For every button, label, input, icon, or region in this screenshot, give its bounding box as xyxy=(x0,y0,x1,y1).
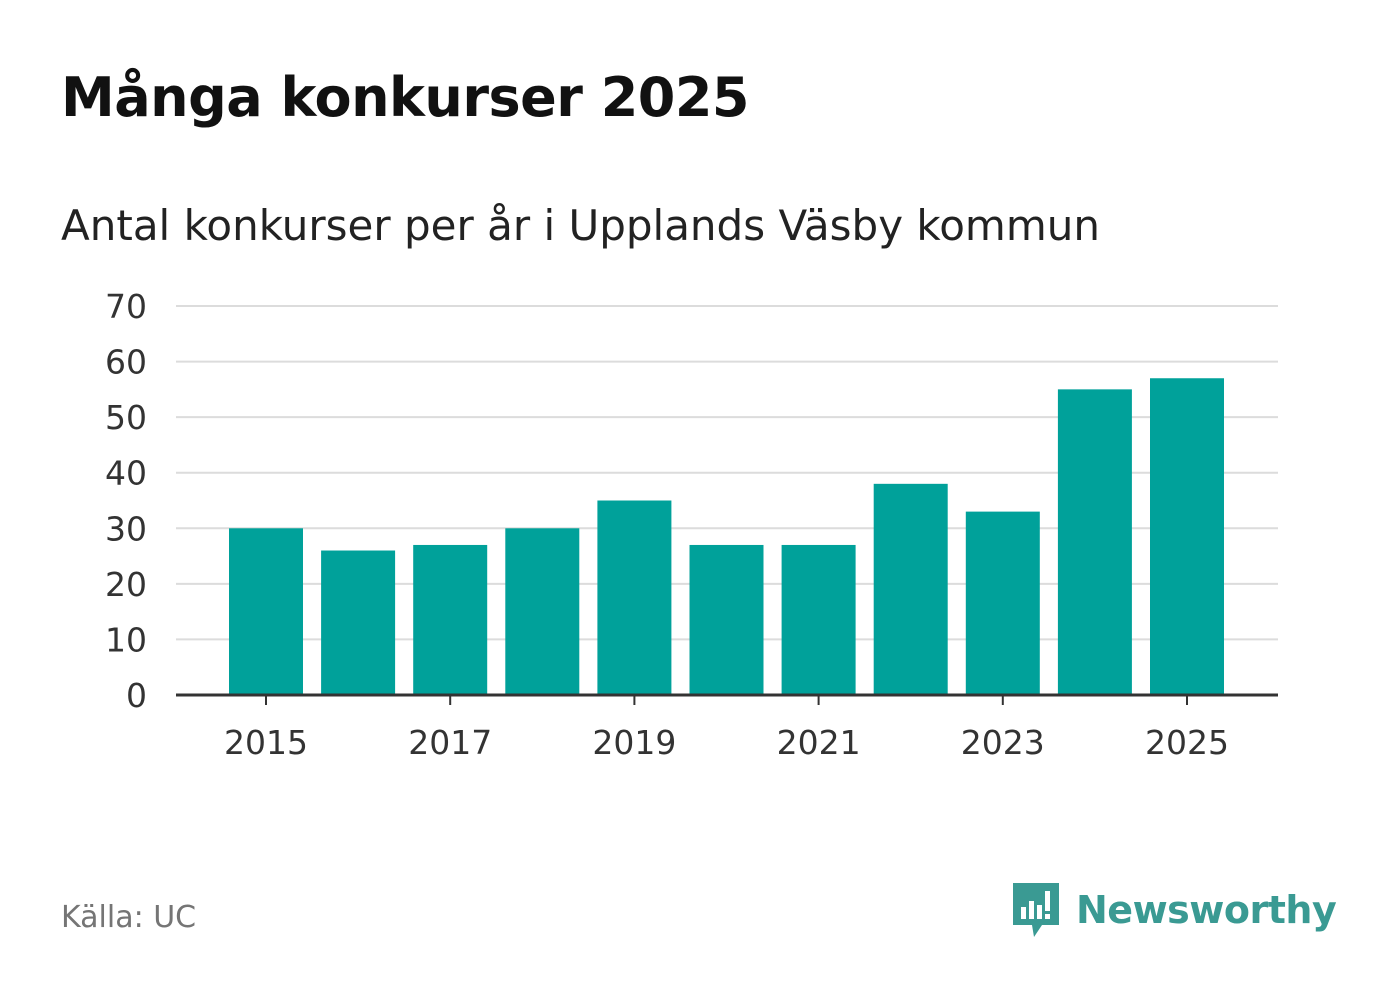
bar-2018 xyxy=(505,528,580,695)
y-tick-label: 30 xyxy=(105,509,147,548)
x-tick-label: 2021 xyxy=(777,723,861,762)
bar-2024 xyxy=(1057,389,1132,695)
brand-logo: Newsworthy xyxy=(1010,878,1337,942)
y-tick-label: 10 xyxy=(105,620,147,659)
x-tick-label: 2023 xyxy=(961,723,1045,762)
bar-2017 xyxy=(413,544,488,695)
bar-2023 xyxy=(965,511,1040,695)
bar-2019 xyxy=(597,500,672,695)
y-tick-label: 40 xyxy=(105,454,147,493)
y-tick-label: 50 xyxy=(105,398,147,437)
bar-2025 xyxy=(1150,378,1224,695)
y-axis-ticks: 0 10 20 30 40 50 60 70 xyxy=(105,287,147,715)
bar-2021 xyxy=(781,544,856,695)
x-tick-label: 2015 xyxy=(224,723,308,762)
y-tick-label: 70 xyxy=(105,287,147,326)
chart-subtitle: Antal konkurser per år i Upplands Väsby … xyxy=(61,201,1100,250)
bars xyxy=(229,378,1224,695)
newsworthy-logo-icon xyxy=(1013,883,1059,937)
x-axis-ticks: 2015 2017 2019 2021 2023 2025 xyxy=(224,695,1229,762)
chart-title: Många konkurser 2025 xyxy=(61,66,750,129)
x-tick-label: 2025 xyxy=(1145,723,1229,762)
x-tick-label: 2017 xyxy=(408,723,492,762)
brand-name: Newsworthy xyxy=(1076,888,1337,932)
bar-2015 xyxy=(229,528,303,695)
bar-2016 xyxy=(321,550,396,695)
x-tick-label: 2019 xyxy=(592,723,676,762)
bar-2020 xyxy=(689,544,764,695)
y-tick-label: 20 xyxy=(105,565,147,604)
y-tick-label: 0 xyxy=(126,676,147,715)
source-note: Källa: UC xyxy=(61,900,197,935)
bar-2022 xyxy=(873,483,948,695)
y-tick-label: 60 xyxy=(105,343,147,382)
